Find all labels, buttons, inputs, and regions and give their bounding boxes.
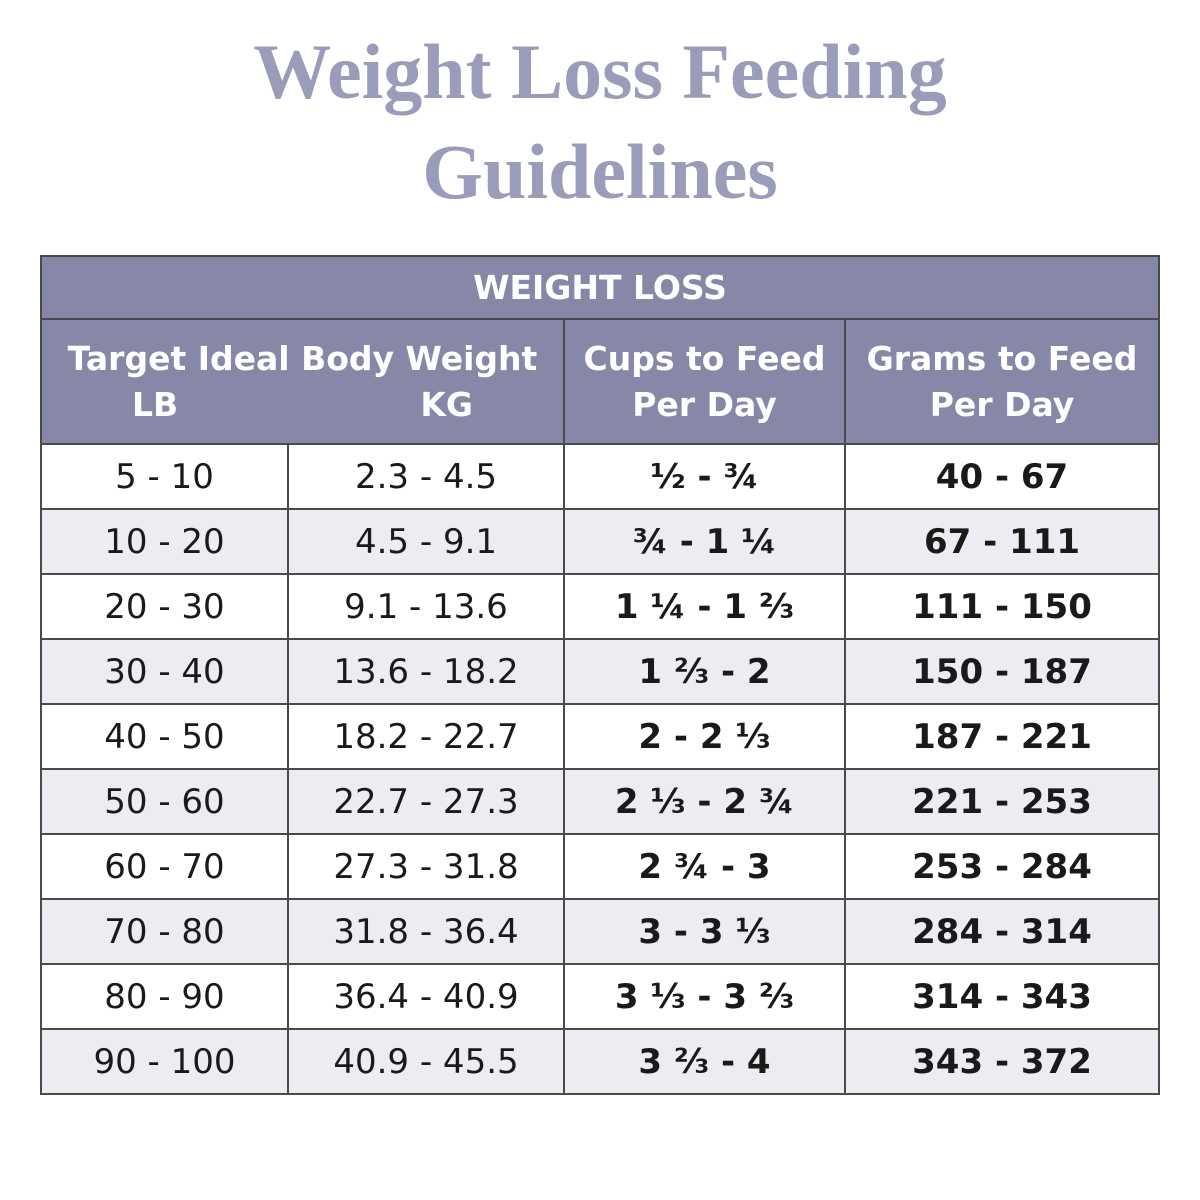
lb-cell: 40 - 50: [40, 703, 289, 770]
grams-header: Grams to Feed Per Day: [843, 318, 1161, 445]
lb-cell: 90 - 100: [40, 1028, 289, 1095]
cups-cell: 3 ⅔ - 4: [563, 1028, 846, 1095]
table-row: 30 - 40 13.6 - 18.2 1 ⅔ - 2 150 - 187: [40, 638, 1161, 705]
table-row: 20 - 30 9.1 - 13.6 1 ¼ - 1 ⅔ 111 - 150: [40, 573, 1161, 640]
table-row: 80 - 90 36.4 - 40.9 3 ⅓ - 3 ⅔ 314 - 343: [40, 963, 1161, 1030]
grams-cell: 111 - 150: [843, 573, 1161, 640]
lb-label: LB: [132, 384, 179, 424]
kg-cell: 36.4 - 40.9: [287, 963, 565, 1030]
grams-cell: 221 - 253: [843, 768, 1161, 835]
table-row: 10 - 20 4.5 - 9.1 ¾ - 1 ¼ 67 - 111: [40, 508, 1161, 575]
table-row: 90 - 100 40.9 - 45.5 3 ⅔ - 4 343 - 372: [40, 1028, 1161, 1095]
title-line: Guidelines: [422, 128, 778, 215]
lb-cell: 30 - 40: [40, 638, 289, 705]
lb-cell: 10 - 20: [40, 508, 289, 575]
grams-cell: 314 - 343: [843, 963, 1161, 1030]
feeding-table: WEIGHT LOSS Target Ideal Body Weight LB K…: [39, 255, 1161, 1095]
title-line: Weight Loss Feeding: [253, 28, 947, 115]
cups-cell: ½ - ¾: [563, 443, 846, 510]
table-row: 50 - 60 22.7 - 27.3 2 ⅓ - 2 ¾ 221 - 253: [40, 768, 1161, 835]
cups-cell: 3 - 3 ⅓: [563, 898, 846, 965]
weight-label: Target Ideal Body Weight: [67, 338, 538, 378]
lb-cell: 20 - 30: [40, 573, 289, 640]
kg-cell: 18.2 - 22.7: [287, 703, 565, 770]
lb-cell: 50 - 60: [40, 768, 289, 835]
header-line: Per Day: [632, 384, 777, 424]
cups-cell: 2 - 2 ⅓: [563, 703, 846, 770]
table-row: 70 - 80 31.8 - 36.4 3 - 3 ⅓ 284 - 314: [40, 898, 1161, 965]
cups-cell: 2 ¾ - 3: [563, 833, 846, 900]
kg-cell: 9.1 - 13.6: [287, 573, 565, 640]
weight-header: Target Ideal Body Weight LB KG: [40, 318, 565, 445]
table-row: 60 - 70 27.3 - 31.8 2 ¾ - 3 253 - 284: [40, 833, 1161, 900]
table-row: 40 - 50 18.2 - 22.7 2 - 2 ⅓ 187 - 221: [40, 703, 1161, 770]
table-body: 5 - 10 2.3 - 4.5 ½ - ¾ 40 - 67 10 - 20 4.5 - …: [40, 443, 1161, 1095]
kg-cell: 13.6 - 18.2: [287, 638, 565, 705]
cups-cell: ¾ - 1 ¼: [563, 508, 846, 575]
grams-cell: 253 - 284: [843, 833, 1161, 900]
cups-cell: 1 ⅔ - 2: [563, 638, 846, 705]
lb-cell: 5 - 10: [40, 443, 289, 510]
cups-header: Cups to Feed Per Day: [563, 318, 846, 445]
lb-cell: 60 - 70: [40, 833, 289, 900]
grams-cell: 40 - 67: [843, 443, 1161, 510]
grams-cell: 284 - 314: [843, 898, 1161, 965]
header-line: Per Day: [929, 384, 1075, 424]
kg-cell: 27.3 - 31.8: [287, 833, 565, 900]
table-row: 5 - 10 2.3 - 4.5 ½ - ¾ 40 - 67: [40, 443, 1161, 510]
kg-cell: 2.3 - 4.5: [287, 443, 565, 510]
grams-cell: 187 - 221: [843, 703, 1161, 770]
cups-cell: 2 ⅓ - 2 ¾: [563, 768, 846, 835]
cups-cell: 1 ¼ - 1 ⅔: [563, 573, 846, 640]
kg-label: KG: [420, 384, 473, 424]
kg-cell: 4.5 - 9.1: [287, 508, 565, 575]
title: Weight Loss Feeding Guidelines: [0, 22, 1200, 222]
kg-cell: 22.7 - 27.3: [287, 768, 565, 835]
header-line: Grams to Feed: [866, 338, 1138, 378]
lb-cell: 80 - 90: [40, 963, 289, 1030]
header-line: Cups to Feed: [583, 338, 826, 378]
grams-cell: 67 - 111: [843, 508, 1161, 575]
kg-cell: 40.9 - 45.5: [287, 1028, 565, 1095]
cups-cell: 3 ⅓ - 3 ⅔: [563, 963, 846, 1030]
lb-cell: 70 - 80: [40, 898, 289, 965]
section-header: WEIGHT LOSS: [39, 255, 1161, 320]
grams-cell: 150 - 187: [843, 638, 1161, 705]
grams-cell: 343 - 372: [843, 1028, 1161, 1095]
kg-cell: 31.8 - 36.4: [287, 898, 565, 965]
